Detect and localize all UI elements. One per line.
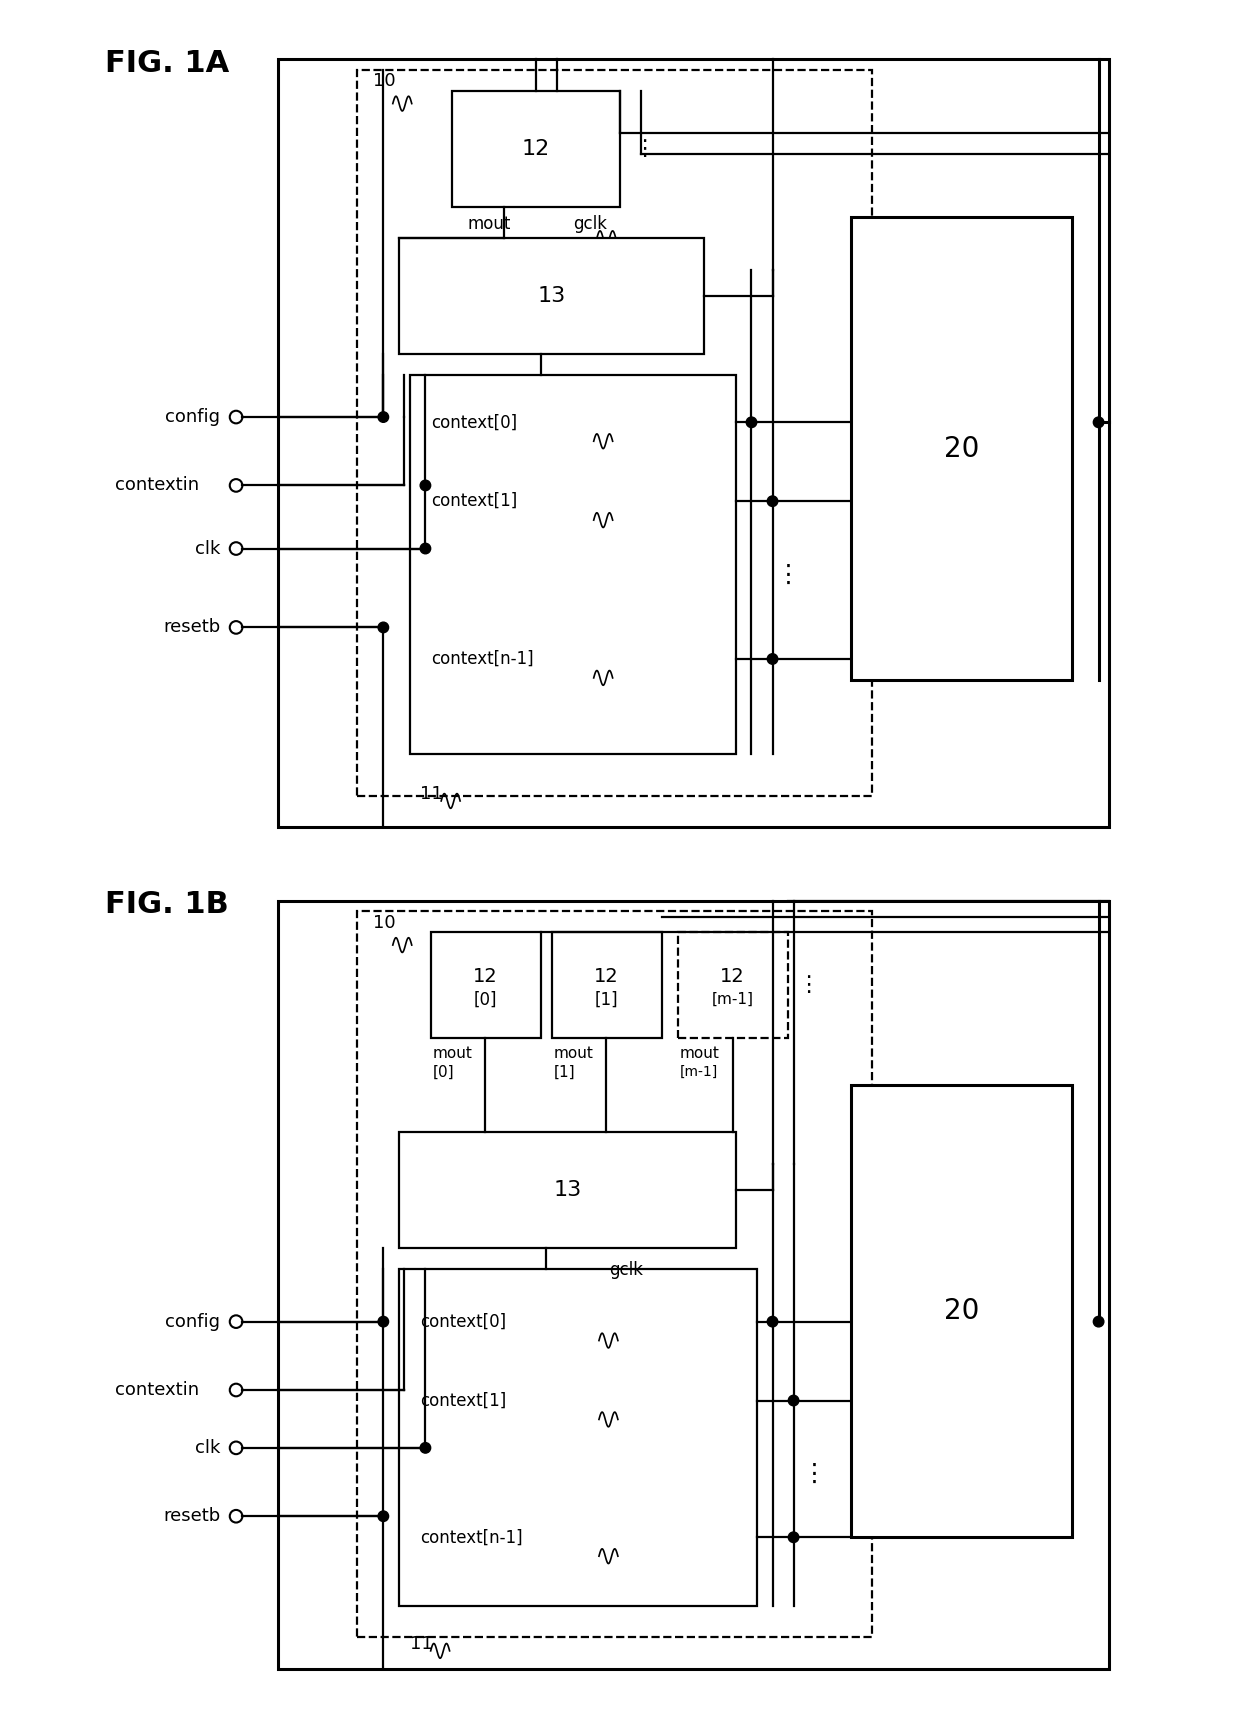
Circle shape [378, 1317, 388, 1327]
Text: gclk: gclk [573, 215, 606, 232]
Text: contextin: contextin [115, 1381, 200, 1398]
Circle shape [1094, 1317, 1104, 1327]
Circle shape [1094, 416, 1104, 427]
Text: mout: mout [680, 1046, 720, 1062]
Text: ⋮: ⋮ [632, 139, 655, 160]
Text: [0]: [0] [433, 1065, 454, 1079]
Circle shape [768, 1317, 777, 1327]
Bar [399, 1268, 756, 1605]
Bar [678, 932, 789, 1038]
Text: ⋮: ⋮ [802, 1463, 827, 1487]
Text: context[0]: context[0] [420, 1313, 506, 1331]
Circle shape [746, 416, 756, 427]
Text: mout: mout [554, 1046, 594, 1062]
Text: 20: 20 [944, 1298, 980, 1326]
Text: config: config [165, 408, 221, 427]
Text: ⋮: ⋮ [776, 562, 801, 586]
Text: [m-1]: [m-1] [680, 1065, 718, 1079]
Text: config: config [165, 1313, 221, 1331]
Text: 13: 13 [537, 286, 565, 305]
Circle shape [378, 623, 388, 633]
Circle shape [420, 543, 430, 553]
Bar [357, 69, 873, 796]
Text: context[n-1]: context[n-1] [430, 651, 533, 668]
Circle shape [378, 411, 388, 422]
Circle shape [768, 654, 777, 665]
Circle shape [768, 496, 777, 507]
Text: 12: 12 [594, 966, 619, 985]
Text: 12: 12 [472, 966, 497, 985]
Text: clk: clk [195, 1438, 221, 1457]
Text: [1]: [1] [594, 991, 618, 1008]
Bar [852, 1084, 1073, 1537]
Text: 12: 12 [720, 966, 745, 985]
Text: 11: 11 [420, 786, 443, 803]
Text: context[0]: context[0] [430, 413, 517, 432]
Text: resetb: resetb [162, 618, 221, 637]
Circle shape [420, 481, 430, 491]
Text: [0]: [0] [474, 991, 497, 1008]
Bar [451, 90, 620, 206]
Text: [1]: [1] [554, 1065, 575, 1079]
Text: contextin: contextin [115, 477, 200, 494]
Bar [357, 911, 873, 1638]
Text: resetb: resetb [162, 1508, 221, 1525]
Bar [278, 59, 1109, 828]
Text: 10: 10 [373, 914, 396, 932]
Text: ⋮: ⋮ [797, 975, 818, 996]
Bar [430, 932, 541, 1038]
Text: 11: 11 [409, 1634, 433, 1653]
Circle shape [789, 1532, 799, 1542]
Bar [278, 900, 1109, 1669]
Bar [852, 217, 1073, 680]
Text: gclk: gclk [610, 1261, 644, 1279]
Text: context[n-1]: context[n-1] [420, 1529, 523, 1546]
Text: [m-1]: [m-1] [712, 992, 754, 1008]
Circle shape [789, 1395, 799, 1405]
Bar [552, 932, 662, 1038]
Text: 20: 20 [944, 434, 980, 463]
Text: context[1]: context[1] [430, 493, 517, 510]
Text: FIG. 1B: FIG. 1B [104, 890, 228, 920]
Text: 13: 13 [553, 1180, 582, 1201]
Circle shape [420, 1442, 430, 1454]
Circle shape [378, 1511, 388, 1522]
Bar [399, 1133, 735, 1247]
Text: clk: clk [195, 540, 221, 557]
Text: 10: 10 [373, 73, 396, 90]
Text: FIG. 1A: FIG. 1A [104, 49, 229, 78]
Text: 12: 12 [522, 139, 551, 160]
Bar [409, 375, 735, 753]
Text: context[1]: context[1] [420, 1391, 506, 1409]
Bar [399, 238, 704, 354]
Text: mout: mout [433, 1046, 472, 1062]
Text: mout: mout [467, 215, 511, 232]
